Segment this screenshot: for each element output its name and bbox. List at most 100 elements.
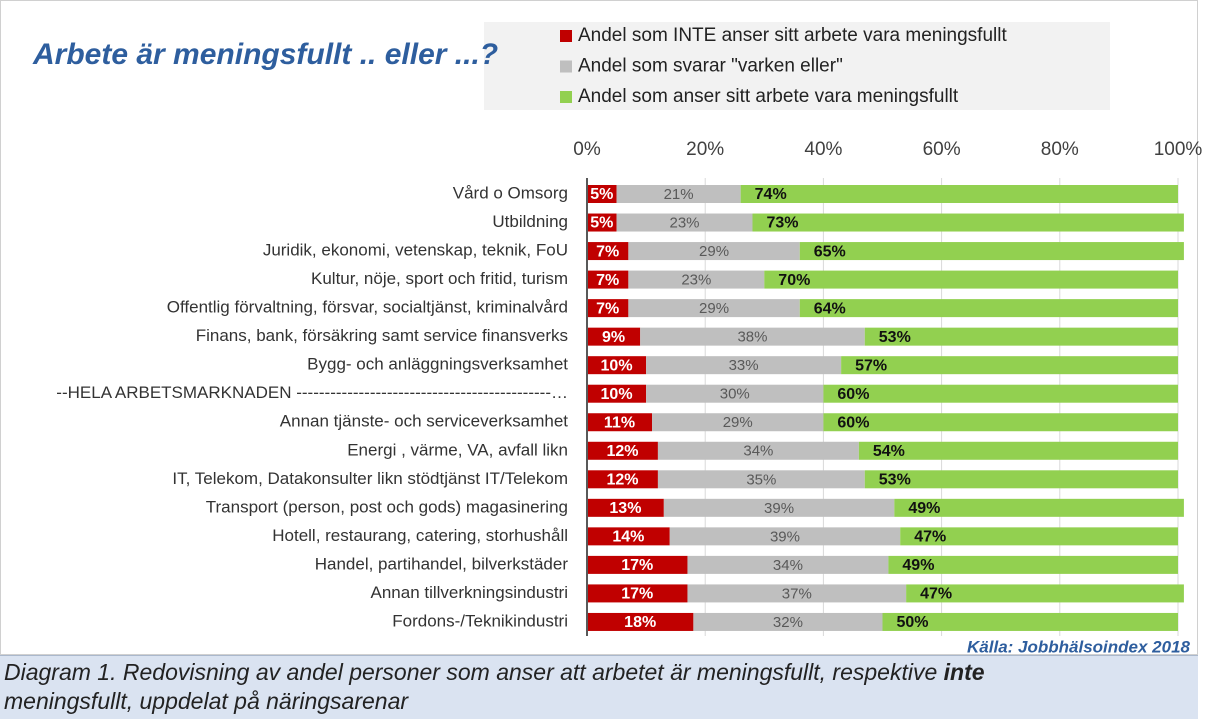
data-label: 17% [621, 557, 653, 574]
data-label: 60% [837, 386, 869, 403]
data-label: 49% [908, 500, 940, 517]
data-label: 17% [621, 586, 653, 603]
bar-segment [864, 327, 1178, 346]
y-tick-label: Bygg- och anläggningsverksamhet [307, 355, 568, 374]
data-label: 70% [778, 272, 810, 289]
data-label: 11% [604, 414, 635, 431]
bar-segment [587, 413, 653, 432]
data-label: 39% [764, 500, 794, 517]
bar-segment [864, 470, 1178, 489]
data-label: 10% [601, 386, 633, 403]
legend-swatch [560, 30, 572, 42]
data-label: 57% [855, 357, 887, 374]
data-label: 38% [737, 329, 767, 346]
data-label: 37% [782, 585, 812, 602]
caption-text: meningsfullt, uppdelat på näringsarenar [4, 688, 409, 714]
data-label: 21% [664, 186, 694, 203]
y-tick-label: Annan tillverkningsindustri [371, 583, 569, 602]
bar-segment [693, 612, 883, 631]
data-label: 29% [699, 300, 729, 317]
data-label: 12% [606, 443, 638, 460]
data-label: 12% [606, 472, 638, 489]
data-label: 35% [746, 471, 776, 488]
bar-segment [628, 299, 800, 318]
y-tick-label: Hotell, restaurang, catering, storhushål… [272, 526, 568, 545]
data-label: 29% [723, 414, 753, 431]
bar-segment [900, 527, 1178, 546]
legend-label: Andel som INTE anser sitt arbete vara me… [578, 25, 1007, 46]
bar-segment [587, 498, 664, 517]
x-tick-label: 80% [1041, 139, 1079, 160]
data-label: 64% [814, 300, 846, 317]
x-tick-label: 100% [1154, 139, 1203, 160]
bar-segment [740, 185, 1178, 203]
data-label: 34% [773, 557, 803, 574]
data-label: 74% [755, 186, 787, 203]
bar-segment [882, 612, 1178, 631]
y-tick-label: Fordons-/Teknikindustri [392, 611, 568, 630]
data-label: 53% [879, 329, 911, 346]
bar-segment [587, 356, 647, 375]
data-label: 47% [914, 529, 946, 546]
bar-segment [587, 527, 670, 546]
data-label: 60% [837, 414, 869, 431]
bar-segment [841, 356, 1178, 375]
bar-segment [657, 470, 865, 489]
caption-emphasis: inte [943, 659, 985, 685]
bar-segment [823, 384, 1178, 403]
legend-label: Andel som anser sitt arbete vara menings… [578, 86, 959, 107]
data-label: 7% [596, 300, 619, 317]
y-tick-label: Juridik, ekonomi, vetenskap, teknik, FoU [263, 241, 568, 260]
x-tick-label: 0% [573, 139, 601, 160]
data-label: 5% [590, 215, 613, 232]
bar-segment [628, 242, 800, 261]
data-label: 7% [596, 272, 619, 289]
bar-segment [646, 356, 842, 375]
y-tick-label: Transport (person, post och gods) magasi… [206, 497, 568, 516]
bar-segment [752, 213, 1184, 232]
data-label: 13% [609, 500, 641, 517]
legend-box [484, 22, 1110, 110]
bar-segment [587, 299, 629, 318]
data-label: 7% [596, 243, 619, 260]
bar-segment [587, 555, 688, 574]
bar-segment [663, 498, 895, 517]
bar-segment [652, 413, 824, 432]
data-label: 33% [729, 357, 759, 374]
y-tick-label: Handel, partihandel, bilverkstäder [315, 554, 569, 573]
data-label: 65% [814, 243, 846, 260]
bar-segment [628, 270, 765, 289]
y-tick-label: Utbildning [492, 212, 568, 231]
bar-segment [657, 441, 859, 460]
data-label: 14% [612, 529, 644, 546]
data-label: 73% [766, 215, 798, 232]
data-label: 30% [720, 386, 750, 403]
data-label: 5% [590, 186, 613, 203]
bar-segment [799, 299, 1178, 318]
y-tick-label: Offentlig förvaltning, försvar, socialtj… [167, 298, 568, 317]
data-label: 50% [897, 614, 929, 631]
bar-segment [687, 555, 889, 574]
data-label: 39% [770, 528, 800, 545]
bar-segment [669, 527, 901, 546]
data-label: 34% [743, 443, 773, 460]
bar-segment [587, 213, 617, 232]
x-tick-label: 20% [686, 139, 724, 160]
bar-segment [587, 270, 629, 289]
chart: Arbete är meningsfullt .. eller ...? Käl… [0, 0, 1203, 655]
data-label: 23% [681, 272, 711, 289]
bar-segment [616, 185, 741, 203]
bar-segment [587, 470, 658, 489]
y-tick-label: Finans, bank, försäkring samt service fi… [196, 326, 568, 345]
caption-text: Diagram 1. Redovisning av andel personer… [4, 659, 944, 685]
chart-title: Arbete är meningsfullt .. eller ...? [32, 38, 498, 71]
y-tick-label: Energi , värme, VA, avfall likn [347, 440, 568, 459]
x-tick-label: 40% [804, 139, 842, 160]
bar-segment [894, 498, 1184, 517]
bar-segment [587, 612, 694, 631]
data-label: 29% [699, 243, 729, 260]
bar-segment [616, 213, 753, 232]
data-label: 18% [624, 614, 656, 631]
data-label: 10% [601, 357, 633, 374]
